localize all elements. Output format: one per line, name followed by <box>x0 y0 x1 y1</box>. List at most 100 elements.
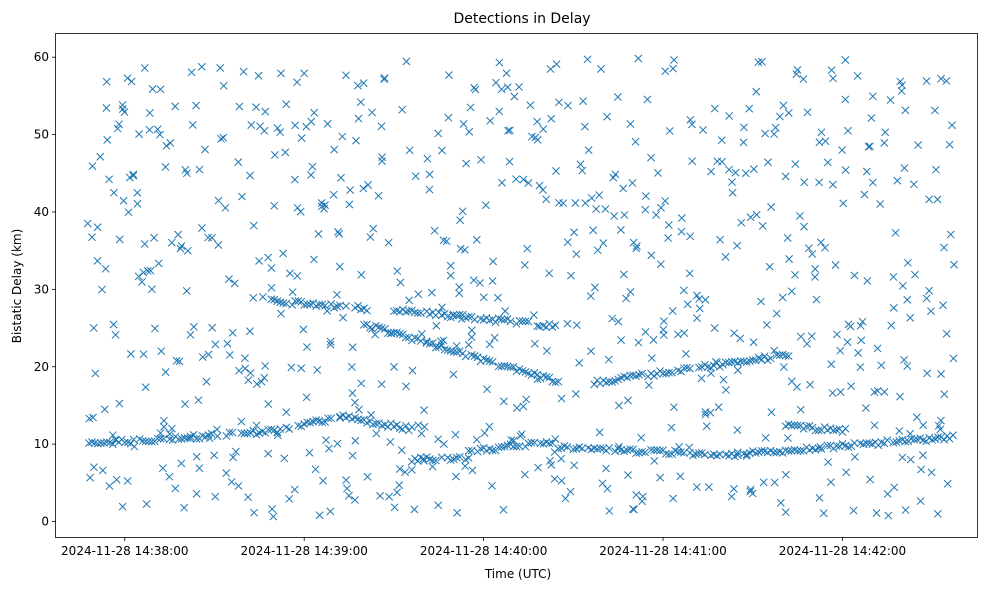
scatter-point <box>533 322 542 330</box>
scatter-point <box>485 357 494 365</box>
x-tick-label: 2024-11-28 14:39:00 <box>240 544 367 558</box>
scatter-point <box>350 495 359 504</box>
scatter-point <box>315 511 324 520</box>
scatter-point <box>589 226 598 235</box>
scatter-point <box>347 362 356 371</box>
scatter-point <box>939 301 948 310</box>
scatter-point <box>438 303 446 312</box>
scatter-point <box>623 396 632 405</box>
scatter-point <box>420 422 429 431</box>
scatter-point <box>515 83 523 91</box>
scatter-point <box>597 65 605 73</box>
scatter-point <box>120 108 129 117</box>
scatter-point <box>161 368 170 377</box>
scatter-point <box>912 413 921 422</box>
scatter-point <box>948 121 956 130</box>
y-axis: 0 10 20 30 40 50 60 <box>34 50 56 529</box>
scatter-point <box>273 297 282 306</box>
scatter-point <box>509 362 518 371</box>
scatter-point <box>374 323 383 332</box>
scatter-point <box>230 279 239 288</box>
scatter-point <box>638 492 647 501</box>
scatter-point <box>89 413 97 422</box>
scatter-point <box>656 260 665 269</box>
scatter-point <box>456 216 465 225</box>
scatter-point <box>497 362 506 371</box>
scatter-point <box>586 292 595 301</box>
scatter-point <box>293 203 302 212</box>
scatter-point <box>922 77 931 86</box>
scatter-point <box>123 438 132 447</box>
scatter-point <box>557 454 566 463</box>
scatter-point <box>770 130 779 139</box>
scatter-point <box>535 181 544 190</box>
scatter-point <box>815 493 824 502</box>
scatter-point <box>260 126 269 135</box>
scatter-point <box>260 373 269 382</box>
scatter-point <box>366 233 375 242</box>
scatter-point <box>533 117 542 126</box>
scatter-point <box>393 488 401 497</box>
scatter-point <box>312 416 321 425</box>
scatter-point <box>603 484 612 493</box>
scatter-point <box>372 419 380 428</box>
x-tick-label: 2024-11-28 14:42:00 <box>779 544 906 558</box>
scatter-point <box>378 153 387 162</box>
scatter-point <box>887 321 896 330</box>
scatter-point <box>377 122 386 131</box>
scatter-point <box>810 272 819 281</box>
scatter-point <box>897 87 906 95</box>
scatter-point <box>432 321 441 330</box>
scatter-point <box>733 241 742 250</box>
scatter-point <box>832 330 841 339</box>
scatter-point <box>771 123 780 132</box>
scatter-point <box>526 101 535 110</box>
scatter-point <box>464 340 473 349</box>
scatter-point <box>752 87 761 96</box>
scatter-point <box>563 319 572 328</box>
scatter-point <box>505 126 514 135</box>
scatter-points <box>83 54 958 521</box>
scatter-point <box>444 71 453 79</box>
scatter-point <box>545 373 554 382</box>
scatter-point <box>334 227 342 236</box>
scatter-point <box>293 78 301 87</box>
scatter-point <box>844 443 853 452</box>
scatter-point <box>324 414 333 423</box>
scatter-point <box>282 299 291 308</box>
scatter-point <box>466 103 475 112</box>
scatter-point <box>757 297 765 306</box>
scatter-point <box>629 445 638 454</box>
scatter-point <box>181 400 189 409</box>
scatter-point <box>828 180 837 189</box>
scatter-point <box>545 269 554 278</box>
y-tick-label: 40 <box>34 205 49 219</box>
scatter-point <box>404 307 413 315</box>
scatter-point <box>165 472 174 481</box>
scatter-point <box>303 343 311 351</box>
scatter-point <box>102 104 111 112</box>
scatter-point <box>401 468 410 477</box>
scatter-point <box>863 276 872 285</box>
scatter-point <box>244 493 253 502</box>
scatter-point <box>145 109 154 117</box>
scatter-point <box>767 203 776 211</box>
scatter-point <box>950 260 958 269</box>
scatter-point <box>688 157 697 166</box>
scatter-point <box>217 134 226 143</box>
scatter-point <box>571 389 580 398</box>
scatter-point <box>745 104 754 113</box>
scatter-point <box>348 343 357 352</box>
scatter-point <box>909 180 918 189</box>
scatter-point <box>489 257 498 266</box>
scatter-point <box>900 355 909 364</box>
scatter-point <box>195 464 204 473</box>
scatter-point <box>425 339 434 348</box>
scatter-point <box>101 264 110 273</box>
scatter-point <box>159 416 168 425</box>
scatter-point <box>570 461 579 470</box>
scatter-point <box>146 266 155 275</box>
scatter-point <box>488 446 497 455</box>
scatter-point <box>143 266 152 275</box>
scatter-point <box>928 435 937 444</box>
